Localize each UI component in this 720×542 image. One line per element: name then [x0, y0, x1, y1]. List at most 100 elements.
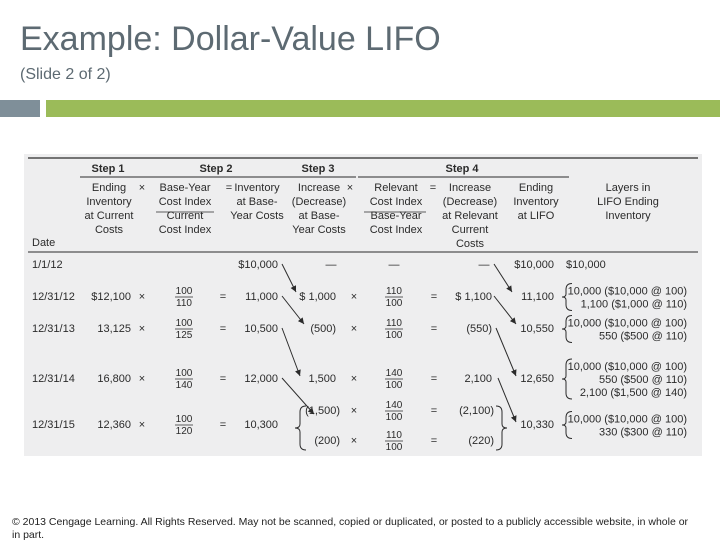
- header-increase-base-2: at Base-: [299, 210, 340, 222]
- row-3-inventory-base: 10,500: [244, 323, 278, 335]
- row-2-equals-a: =: [220, 291, 226, 303]
- header-increase-base-0: Increase: [298, 182, 340, 194]
- lifo-table-figure: Step 1 Step 2 Step 3 Step 4 Ending Inventory a…: [24, 154, 702, 456]
- flow-arrow-8: [497, 377, 517, 423]
- row-2-times-b: ×: [351, 291, 357, 303]
- row-3-ending-lifo: 10,550: [520, 323, 554, 335]
- row-4-ending-current: 16,800: [97, 373, 131, 385]
- row-3-increase-current: (550): [466, 323, 492, 335]
- header-increase-base-3: Year Costs: [292, 224, 346, 236]
- header-increase-current-0: Increase: [449, 182, 491, 194]
- step-header-1: Step 1: [91, 163, 124, 175]
- row-5-increase-current-2: (220): [468, 435, 494, 447]
- header-times-2: ×: [347, 182, 353, 194]
- row-2-date: 12/31/12: [32, 291, 75, 303]
- header-relevant-index-1: Cost Index: [370, 196, 423, 208]
- row-5-inventory-base: 10,300: [244, 419, 278, 431]
- row-4-equals-a: =: [220, 373, 226, 385]
- row-1-ending-lifo: $10,000: [514, 259, 554, 271]
- header-increase-current-3: Current: [452, 224, 489, 236]
- row-1-relevant-index: —: [389, 259, 400, 271]
- row-4-relevant-index-numerator: 140: [386, 368, 403, 379]
- flow-arrowhead-2: [297, 317, 304, 324]
- row-4-layer-3: 2,100 ($1,500 @ 140): [580, 387, 687, 399]
- row-5-relevant-index-1-denominator: 100: [386, 412, 403, 423]
- copyright-notice: © 2013 Cengage Learning. All Rights Rese…: [12, 516, 689, 541]
- row-5-relevant-index-2-numerator: 110: [386, 430, 402, 441]
- row-5-ending-current: 12,360: [97, 419, 131, 431]
- row-5-ending-lifo: 10,330: [520, 419, 554, 431]
- slide-subtitle: (Slide 2 of 2): [20, 66, 111, 83]
- row-4-increase-current: 2,100: [464, 373, 492, 385]
- row-3-relevant-index-denominator: 100: [386, 330, 403, 341]
- row-3-equals-b: =: [431, 323, 437, 335]
- row-2-relevant-index-numerator: 110: [386, 286, 402, 297]
- row-5-relevant-index-2-denominator: 100: [386, 442, 403, 453]
- row-1-inventory-base: $10,000: [238, 259, 278, 271]
- row-2-layer-2: 1,100 ($1,000 @ 110): [581, 299, 687, 311]
- row-2-inventory-base: 11,000: [245, 291, 278, 303]
- flow-arrow-7: [495, 327, 517, 377]
- row-4-index-denominator: 140: [176, 380, 193, 391]
- header-base-year-index-2: Current: [167, 210, 204, 222]
- row-4-index-numerator: 100: [176, 368, 193, 379]
- row-5-increase-base-2: (200): [314, 435, 340, 447]
- row-4-ending-lifo: 12,650: [520, 373, 554, 385]
- row-5-times-b-2: ×: [351, 435, 357, 447]
- row-2-layer-1: 10,000 ($10,000 @ 100): [568, 286, 687, 298]
- row-3-layer-2: 550 ($500 @ 110): [599, 331, 687, 343]
- row-1-increase-current: —: [479, 259, 490, 271]
- row-4-increase-base: 1,500: [308, 373, 336, 385]
- header-inventory-base-0: Inventory: [234, 182, 280, 194]
- header-base-year-index-0: Base-Year: [160, 182, 211, 194]
- flow-arrowhead-7: [510, 369, 517, 376]
- row-3-relevant-index-numerator: 110: [386, 318, 402, 329]
- row-3-date: 12/31/13: [32, 323, 75, 335]
- row-1-increase-base: —: [326, 259, 337, 271]
- header-inventory-base-2: Year Costs: [230, 210, 284, 222]
- row-5-left-brace: [294, 405, 307, 451]
- header-layers-0: Layers in: [606, 182, 651, 194]
- row-3-index-denominator: 125: [176, 330, 193, 341]
- flow-arrowhead-6: [509, 317, 516, 324]
- row-2-index-numerator: 100: [176, 286, 193, 297]
- flow-arrow-4: [281, 377, 315, 415]
- row-2-increase-base: $ 1,000: [299, 291, 336, 303]
- header-date: Date: [32, 237, 55, 249]
- flow-arrowhead-5: [506, 285, 512, 292]
- row-2-index-denominator: 110: [176, 298, 192, 309]
- row-2-layers-brace: [561, 283, 573, 311]
- header-relevant-index-0: Relevant: [374, 182, 417, 194]
- row-5-relevant-index-1-numerator: 140: [386, 400, 403, 411]
- row-4-date: 12/31/14: [32, 373, 75, 385]
- row-1-date: 1/1/12: [32, 259, 63, 271]
- lifo-table: Step 1 Step 2 Step 3 Step 4 Ending Inventory a…: [28, 157, 698, 453]
- slide-title: Example: Dollar-Value LIFO: [20, 20, 441, 58]
- row-2-ending-current: $12,100: [91, 291, 131, 303]
- header-ending-lifo-2: at LIFO: [518, 210, 555, 222]
- row-4-layer-1: 10,000 ($10,000 @ 100): [568, 361, 687, 373]
- step-header-3: Step 3: [301, 163, 334, 175]
- row-3-layers-brace: [561, 315, 573, 343]
- row-5-layer-2: 330 ($300 @ 110): [599, 427, 687, 439]
- row-4-relevant-index-denominator: 100: [386, 380, 403, 391]
- row-5-index-numerator: 100: [176, 414, 193, 425]
- row-1-layer-1: $10,000: [566, 259, 606, 271]
- header-ending-lifo-1: Inventory: [513, 196, 559, 208]
- row-2-increase-current: $ 1,100: [455, 291, 492, 303]
- header-layers-2: Inventory: [605, 210, 651, 222]
- flow-arrowhead-8: [510, 415, 517, 422]
- row-3-equals-a: =: [220, 323, 226, 335]
- row-3-times-b: ×: [351, 323, 357, 335]
- header-equals-2: =: [430, 182, 436, 194]
- step-header-2: Step 2: [199, 163, 232, 175]
- row-5-equals-a: =: [220, 419, 226, 431]
- header-base-year-index-1: Cost Index: [159, 196, 212, 208]
- accent-bar-green: [46, 100, 720, 117]
- row-5-right-brace: [495, 405, 508, 451]
- row-3-ending-current: 13,125: [97, 323, 131, 335]
- row-5-equals-b-1: =: [431, 405, 437, 417]
- row-5-times-a: ×: [139, 419, 145, 431]
- header-ending-inventory-0: Ending: [92, 182, 126, 194]
- row-4-times-a: ×: [139, 373, 145, 385]
